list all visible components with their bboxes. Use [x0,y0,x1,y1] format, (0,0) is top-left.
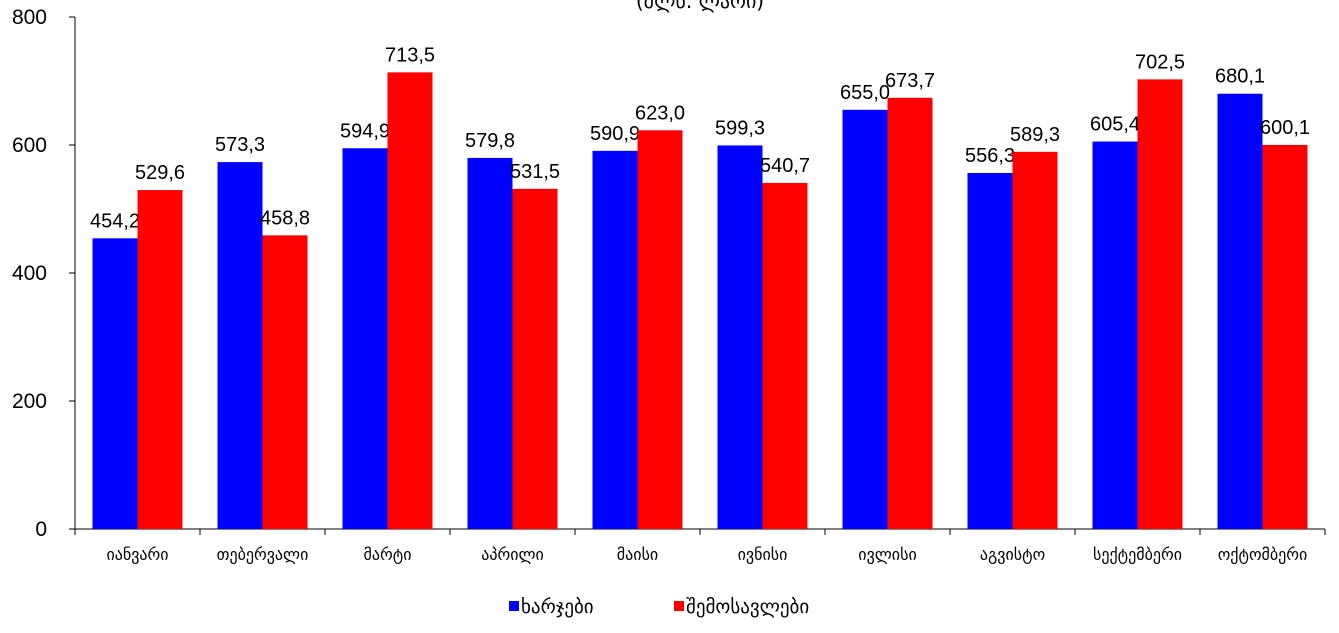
data-label: 713,5 [385,44,435,66]
legend-label-expenses: ხარჯები [521,596,594,618]
data-label: 655,0 [840,82,890,104]
data-label: 531,5 [510,161,560,183]
bar-revenues [137,190,183,529]
bar-revenues [1137,79,1183,530]
data-label: 458,8 [260,207,310,229]
x-category-label: ივნისი [738,545,788,564]
x-category-label: ოქტომბერი [1218,545,1308,564]
bar-expenses [1217,93,1263,530]
data-label: 589,3 [1010,124,1060,146]
bar-revenues [762,182,808,529]
x-category-label: იანვარი [106,545,168,564]
data-label: 454,2 [90,210,140,232]
bar-expenses [467,157,513,530]
data-label: 673,7 [885,70,935,92]
bar-expenses [717,145,763,529]
data-label: 573,3 [215,134,265,156]
y-tick-label: 0 [35,518,47,541]
x-category-label: მარტი [364,545,412,564]
y-tick-label: 800 [12,6,47,29]
y-tick-label: 400 [12,262,47,285]
bar-revenues [387,72,433,530]
chart-title: (მლნ. ლარი) [636,0,764,13]
plot-area: 0 200 400 600 800 454,2 529,6 იანვარი 573,3 458,8… [12,6,1326,564]
bar-expenses [92,238,138,529]
data-label: 680,1 [1215,66,1265,88]
data-label: 600,1 [1260,117,1310,139]
bar-revenues [512,188,558,529]
data-label: 605,4 [1090,114,1140,136]
data-label: 556,3 [965,145,1015,167]
bar-expenses [217,162,263,529]
bar-revenues [262,235,308,530]
data-label: 599,3 [715,117,765,139]
bar-revenues [1262,144,1308,529]
data-label: 594,9 [340,120,390,142]
x-category-label: ივლისი [858,545,916,564]
x-category-label: თებერვალი [217,545,309,564]
data-label: 540,7 [760,155,810,177]
bar-expenses [842,109,888,530]
y-tick-label: 600 [12,134,47,157]
data-label: 579,8 [465,130,515,152]
data-label: 529,6 [135,162,185,184]
data-label: 702,5 [1135,51,1185,73]
bar-revenues [887,97,933,529]
legend-swatch-expenses [509,601,519,611]
legend-swatch-revenues [674,601,684,611]
x-category-label: აგვისტო [980,545,1045,564]
bar-expenses [1092,141,1138,529]
bar-expenses [342,148,388,529]
x-category-label: მაისი [617,545,658,564]
legend-label-revenues: შემოსავლები [686,596,809,618]
bar-revenues [637,130,683,529]
legend: ხარჯები შემოსავლები [509,596,809,618]
bar-expenses [967,172,1013,529]
data-label: 590,9 [590,123,640,145]
bar-expenses [592,150,638,529]
y-tick-label: 200 [12,390,47,413]
x-category-label: აპრილი [481,545,544,564]
x-category-label: სექტემბერი [1093,545,1182,564]
bar-revenues [1012,151,1058,529]
data-label: 623,0 [635,102,685,124]
